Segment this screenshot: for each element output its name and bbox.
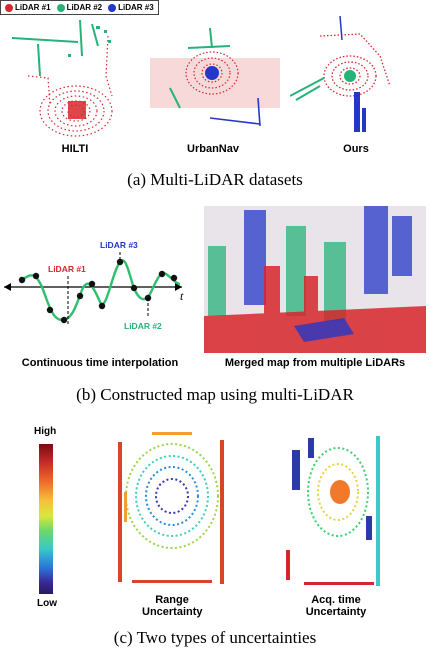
dataset-label-hilti: HILTI xyxy=(61,143,89,155)
time-axis-left-arrow xyxy=(4,283,11,291)
range-uncertainty-label: Range Uncertainty xyxy=(142,594,203,618)
legend-label-lidar2: LiDAR #2 xyxy=(66,3,103,12)
merged-map-label: Merged map from multiple LiDARs xyxy=(224,357,406,369)
urbannav-pointcloud-graphic xyxy=(150,27,280,127)
merged-map-image xyxy=(204,206,426,353)
curve-label-lidar3: LiDAR #3 xyxy=(100,240,138,250)
legend-item-lidar1: LiDAR #1 xyxy=(5,3,51,12)
colorbar-high-label: High xyxy=(34,426,57,437)
legend-label-lidar3: LiDAR #3 xyxy=(118,3,154,12)
lidar-legend: LiDAR #1 LiDAR #2 LiDAR #3 xyxy=(0,0,159,15)
range-label-line2: Uncertainty xyxy=(142,606,203,618)
legend-swatch-lidar1 xyxy=(5,3,13,12)
interpolation-diagram: t LiDAR #1 LiDAR #3 LiDAR #2 xyxy=(2,232,198,344)
legend-swatch-lidar3 xyxy=(108,3,117,12)
interpolation-label: Continuous time interpolation xyxy=(21,357,179,369)
caption-a: (a) Multi-LiDAR datasets xyxy=(127,170,303,189)
time-axis-right-arrow xyxy=(175,283,182,291)
ours-pointcloud-graphic xyxy=(290,16,391,132)
legend-label-lidar1: LiDAR #1 xyxy=(15,3,51,12)
acq-time-uncertainty-map xyxy=(282,430,390,592)
curve-label-lidar2: LiDAR #2 xyxy=(124,321,162,331)
legend-item-lidar3: LiDAR #3 xyxy=(108,3,154,12)
uncertainty-colorbar xyxy=(39,444,53,594)
time-axis-label: t xyxy=(180,289,184,303)
ours-pointcloud xyxy=(290,16,420,138)
interpolated-trajectory xyxy=(21,259,181,322)
acq-label-line1: Acq. time xyxy=(311,594,361,606)
range-uncertainty-graphic xyxy=(118,432,224,584)
urbannav-pointcloud xyxy=(150,18,280,138)
query-lines xyxy=(67,252,149,324)
caption-b: (b) Constructed map using multi-LiDAR xyxy=(76,385,354,404)
interpolation-graphic: t LiDAR #1 LiDAR #3 LiDAR #2 xyxy=(4,240,184,331)
hilti-pointcloud xyxy=(8,16,138,138)
legend-swatch-lidar2 xyxy=(56,3,65,12)
range-uncertainty-map xyxy=(112,432,232,592)
curve-label-lidar1: LiDAR #1 xyxy=(48,264,86,274)
colorbar-low-label: Low xyxy=(37,598,57,609)
dataset-label-ours: Ours xyxy=(343,143,369,155)
caption-c: (c) Two types of uncertainties xyxy=(113,628,317,647)
sample-points xyxy=(18,258,178,324)
acq-time-uncertainty-label: Acq. time Uncertainty xyxy=(298,594,374,618)
acq-label-line2: Uncertainty xyxy=(305,606,367,618)
acq-time-uncertainty-graphic xyxy=(286,436,380,586)
dataset-label-urbannav: UrbanNav xyxy=(187,143,239,155)
hilti-pointcloud-graphic xyxy=(11,19,113,137)
merged-map-graphic xyxy=(204,206,426,353)
legend-item-lidar2: LiDAR #2 xyxy=(56,3,103,12)
range-label-line1: Range xyxy=(155,594,189,606)
